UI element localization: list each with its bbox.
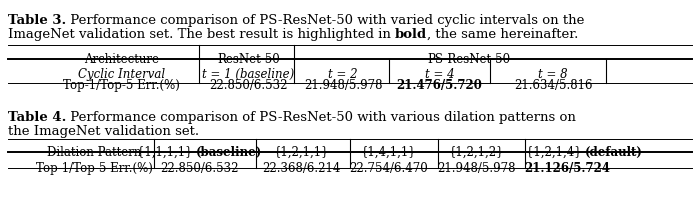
Text: Top-1/Top-5 Err.(%): Top-1/Top-5 Err.(%) xyxy=(63,79,179,92)
Text: Table 3.: Table 3. xyxy=(8,14,66,27)
Text: t = 1 (baseline): t = 1 (baseline) xyxy=(202,68,295,81)
Text: 21.948/5.978: 21.948/5.978 xyxy=(304,79,382,92)
Text: 22.850/6.532: 22.850/6.532 xyxy=(209,79,288,92)
Text: {1,2,1,4}: {1,2,1,4} xyxy=(526,146,585,159)
Text: {1,1,1,1}: {1,1,1,1} xyxy=(136,146,196,159)
Text: Architecture: Architecture xyxy=(83,53,159,66)
Text: (baseline): (baseline) xyxy=(196,146,262,159)
Text: the ImageNet validation set.: the ImageNet validation set. xyxy=(8,125,199,138)
Text: 22.368/6.214: 22.368/6.214 xyxy=(262,162,340,175)
Text: 21.476/5.720: 21.476/5.720 xyxy=(397,79,482,92)
Text: 21.126/5.724: 21.126/5.724 xyxy=(524,162,610,175)
Text: Top-1/Top-5 Err.(%): Top-1/Top-5 Err.(%) xyxy=(36,162,153,175)
Text: Cyclic Interval: Cyclic Interval xyxy=(78,68,164,81)
Text: {1,4,1,1}: {1,4,1,1} xyxy=(360,146,416,159)
Text: 22.850/6.532: 22.850/6.532 xyxy=(160,162,239,175)
Text: ImageNet validation set. The best result is highlighted in: ImageNet validation set. The best result… xyxy=(8,28,395,41)
Text: PS-ResNet-50: PS-ResNet-50 xyxy=(428,53,510,66)
Text: t = 2: t = 2 xyxy=(328,68,358,81)
Text: Dilation Pattern: Dilation Pattern xyxy=(48,146,141,159)
Text: , the same hereinafter.: , the same hereinafter. xyxy=(427,28,579,41)
Text: 21.948/5.978: 21.948/5.978 xyxy=(437,162,515,175)
Text: Performance comparison of PS-ResNet-50 with various dilation patterns on: Performance comparison of PS-ResNet-50 w… xyxy=(66,111,576,124)
Text: 22.754/6.470: 22.754/6.470 xyxy=(349,162,428,175)
Text: (default): (default) xyxy=(585,146,643,159)
Text: Table 4.: Table 4. xyxy=(8,111,66,124)
Text: t = 4: t = 4 xyxy=(425,68,454,81)
Text: ResNet-50: ResNet-50 xyxy=(217,53,280,66)
Text: {1,2,1,1}: {1,2,1,1} xyxy=(273,146,329,159)
Text: t = 8: t = 8 xyxy=(538,68,568,81)
Text: 21.634/5.816: 21.634/5.816 xyxy=(514,79,592,92)
Text: {1,2,1,2}: {1,2,1,2} xyxy=(448,146,504,159)
Text: Performance comparison of PS-ResNet-50 with varied cyclic intervals on the: Performance comparison of PS-ResNet-50 w… xyxy=(66,14,584,27)
Text: bold: bold xyxy=(395,28,427,41)
